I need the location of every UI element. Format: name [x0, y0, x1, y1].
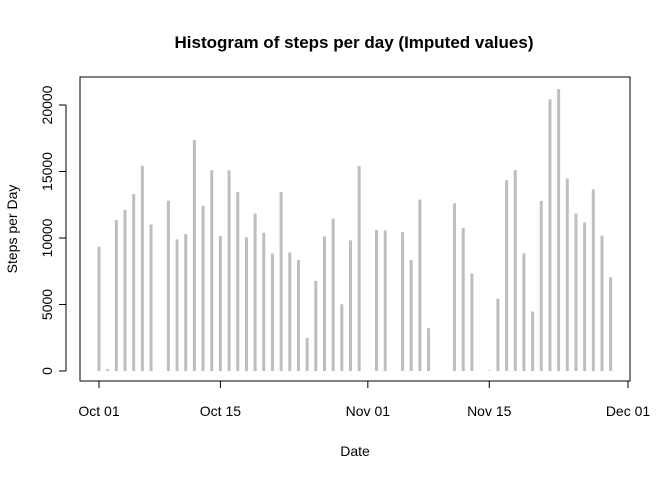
x-tick-label-2012-11-01: Nov 01: [346, 403, 391, 419]
y-tick-label-0: 0: [39, 367, 55, 375]
y-axis: 0 5000 10000 15000 20000: [39, 85, 67, 375]
y-tick-label-5000: 5000: [39, 289, 55, 320]
y-tick-label-15000: 15000: [39, 152, 55, 191]
x-tick-label-2012-12-01: Dec 01: [606, 403, 651, 419]
x-axis-label: Date: [340, 443, 370, 459]
chart-title: Histogram of steps per day (Imputed valu…: [175, 33, 534, 52]
x-axis: Oct 01 Oct 15 Nov 01 Nov 15 Dec 01: [78, 380, 651, 419]
plot-frame: [79, 76, 631, 382]
y-tick-label-20000: 20000: [39, 85, 55, 124]
bars-group: [97, 89, 613, 371]
y-axis-label: Steps per Day: [4, 185, 20, 274]
x-tick-label-2012-11-15: Nov 15: [467, 403, 512, 419]
x-tick-label-2012-10-01: Oct 01: [78, 403, 119, 419]
y-tick-label-10000: 10000: [39, 218, 55, 257]
x-tick-label-2012-10-15: Oct 15: [200, 403, 241, 419]
